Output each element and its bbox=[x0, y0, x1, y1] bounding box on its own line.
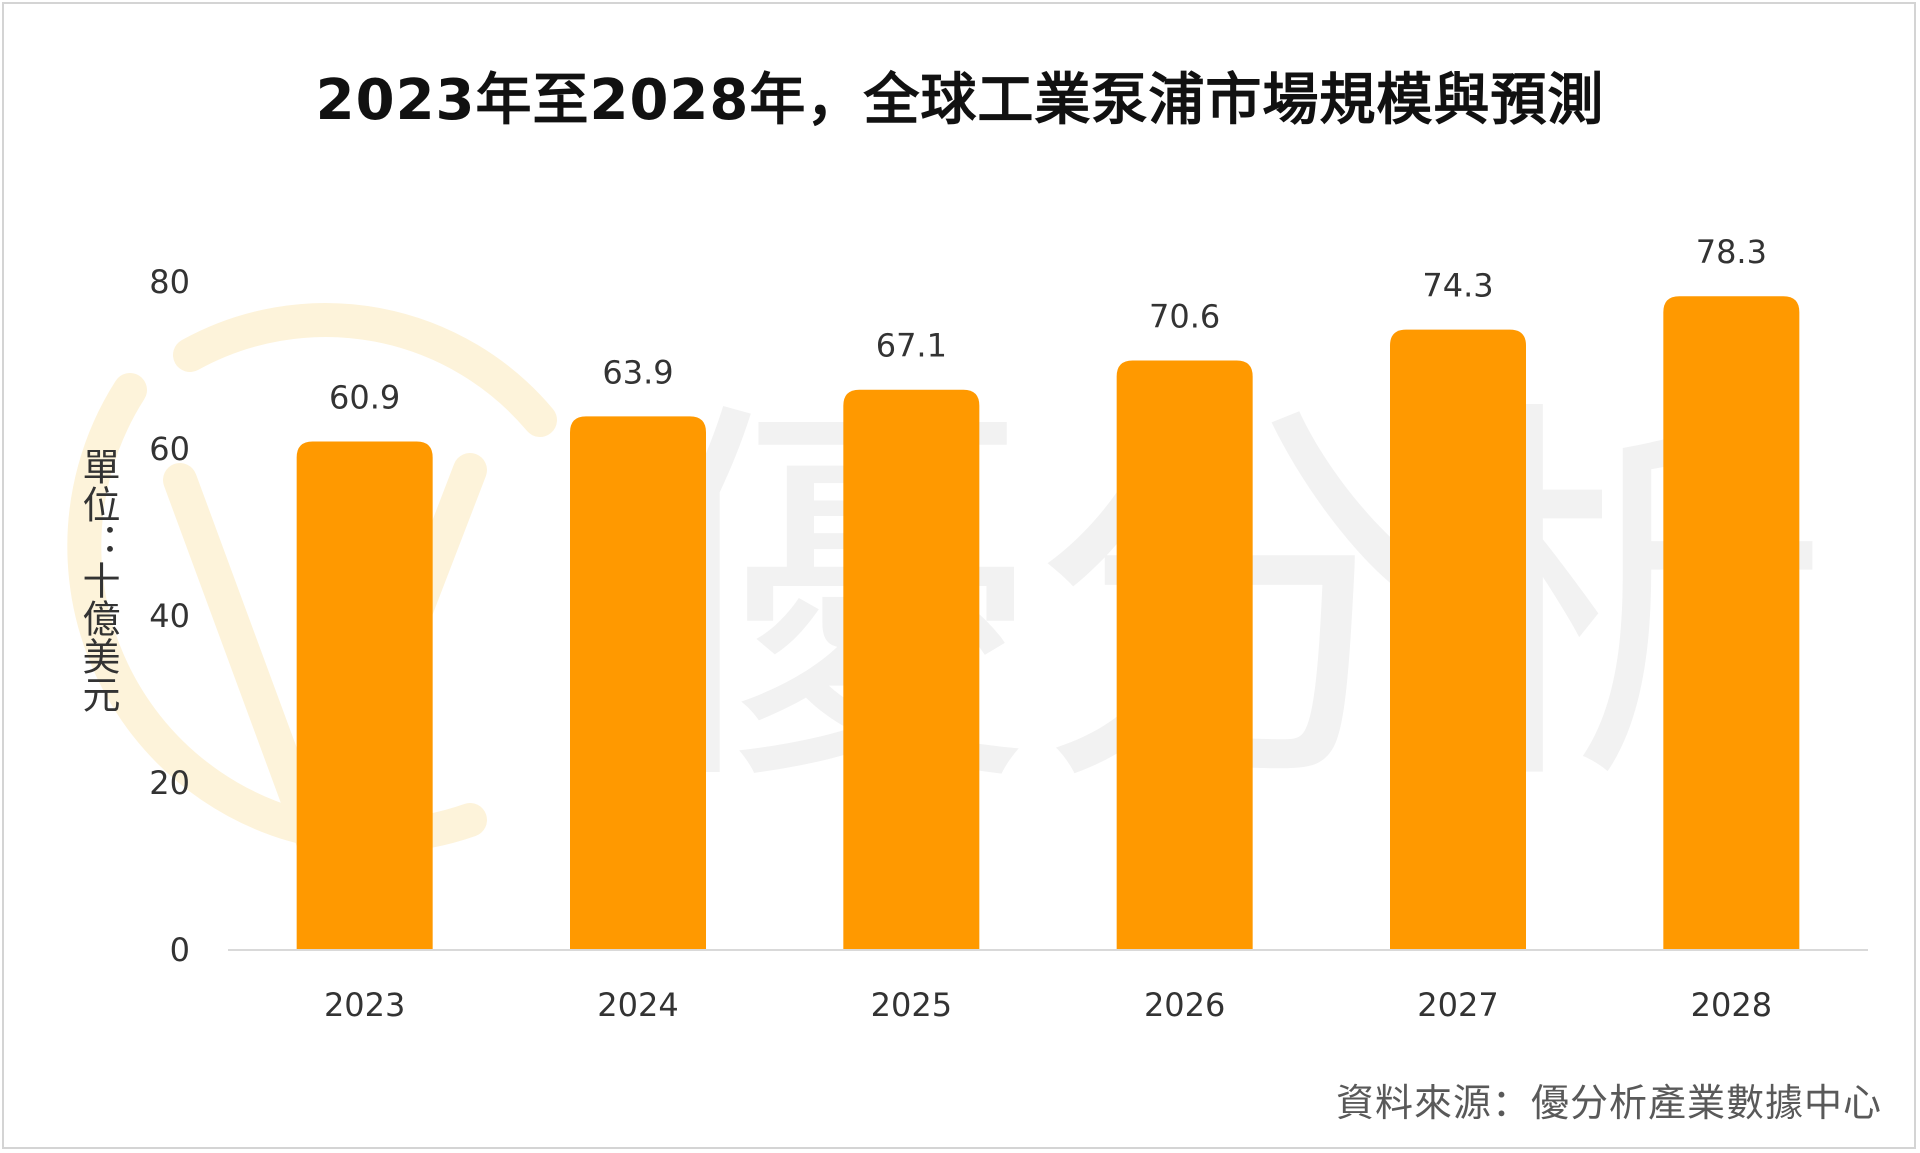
x-tick-label: 2024 bbox=[597, 986, 678, 1024]
bar-2023 bbox=[296, 441, 433, 950]
data-label: 70.6 bbox=[1149, 297, 1220, 335]
bar-2028 bbox=[1663, 296, 1800, 950]
y-axis-ticks: 0 20 40 60 80 bbox=[149, 263, 190, 969]
x-tick-label: 2028 bbox=[1691, 986, 1772, 1024]
bar-2026 bbox=[1116, 360, 1253, 950]
x-tick-label: 2025 bbox=[871, 986, 952, 1024]
y-tick-label: 0 bbox=[170, 931, 190, 969]
bar-2025 bbox=[843, 389, 980, 951]
bar-2024 bbox=[570, 416, 706, 950]
data-labels: 60.9 63.9 67.1 70.6 74.3 78.3 bbox=[329, 233, 1767, 416]
source-note: 資料來源：優分析產業數據中心 bbox=[1335, 1081, 1882, 1125]
x-tick-label: 2023 bbox=[324, 986, 405, 1024]
y-axis-label: 單位：十億美元 bbox=[76, 447, 120, 713]
y-tick-label: 40 bbox=[149, 597, 190, 635]
x-axis-ticks: 2023 2024 2025 2026 2027 2028 bbox=[324, 986, 1772, 1024]
data-label: 67.1 bbox=[876, 327, 947, 365]
chart-title: 2023年至2028年，全球工業泵浦市場規模與預測 bbox=[315, 68, 1605, 133]
x-tick-label: 2026 bbox=[1144, 986, 1225, 1024]
bar-series bbox=[296, 296, 1800, 951]
y-tick-label: 60 bbox=[149, 430, 190, 468]
y-tick-label: 80 bbox=[149, 263, 190, 301]
bar-2027 bbox=[1390, 329, 1526, 951]
data-label: 60.9 bbox=[329, 378, 400, 416]
data-label: 74.3 bbox=[1422, 267, 1493, 305]
y-tick-label: 20 bbox=[149, 764, 190, 802]
watermark-arc bbox=[173, 303, 557, 437]
data-label: 78.3 bbox=[1696, 233, 1767, 271]
data-label: 63.9 bbox=[602, 353, 673, 391]
x-tick-label: 2027 bbox=[1417, 986, 1498, 1024]
